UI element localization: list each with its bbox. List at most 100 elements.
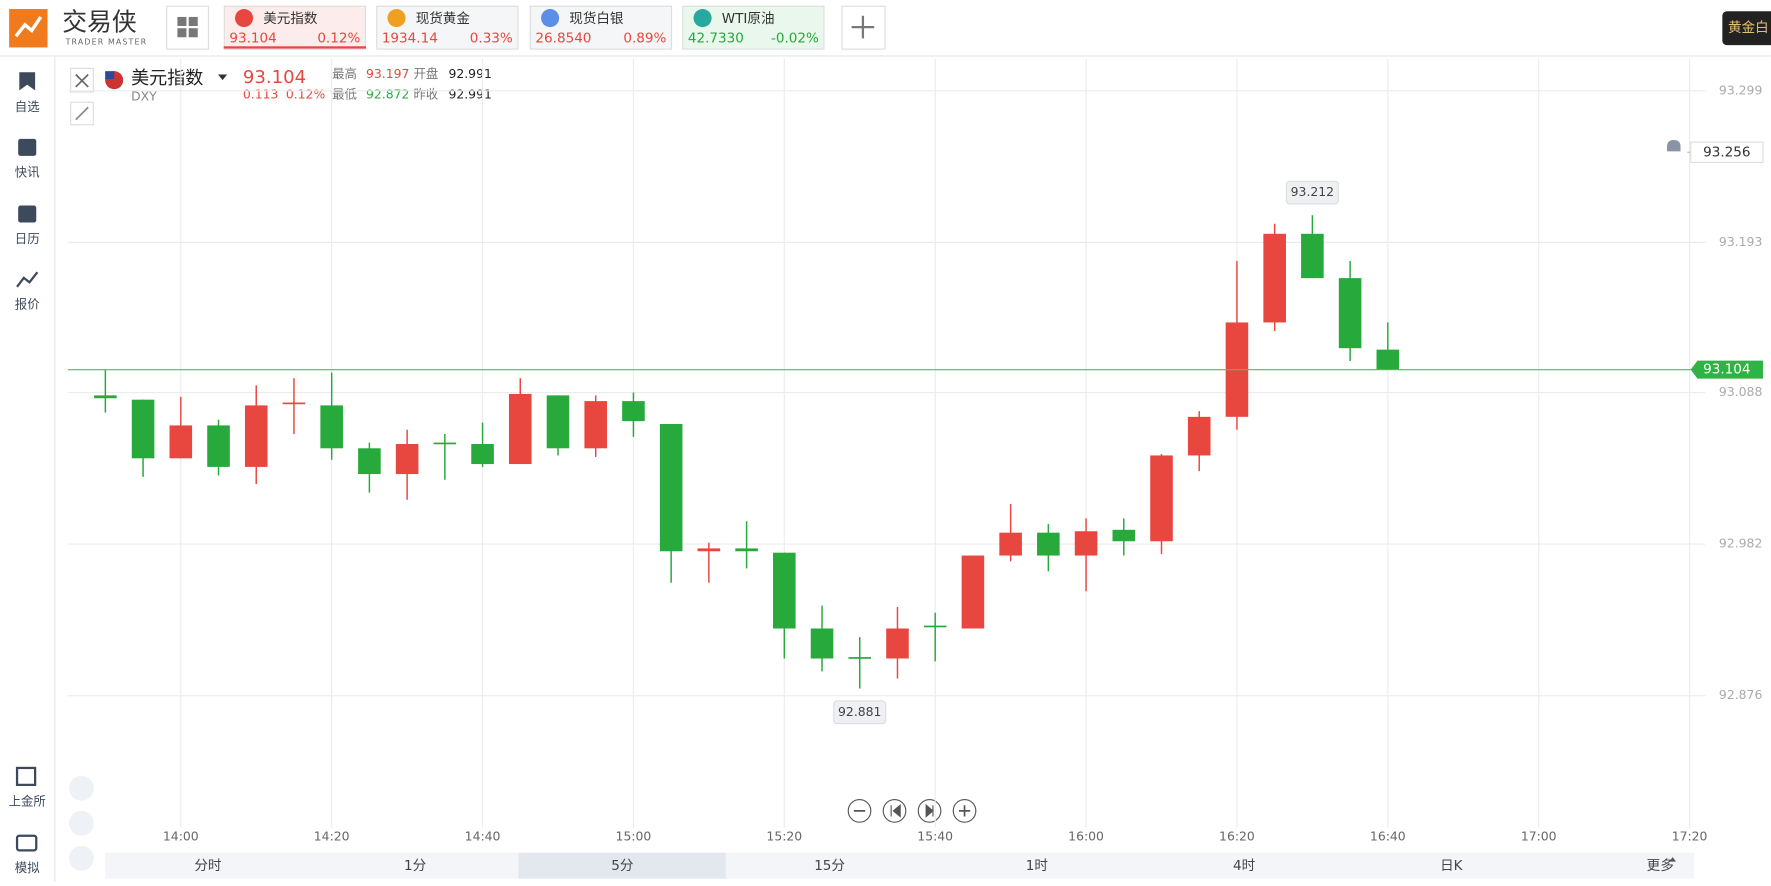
x-tick-label: 16:20 — [1219, 828, 1255, 843]
ticker-name: 现货白银 — [569, 10, 624, 27]
candle-body[interactable] — [1187, 416, 1211, 456]
candle-body[interactable] — [358, 448, 381, 475]
candle-body[interactable] — [923, 625, 947, 628]
quote-code: DXY — [131, 89, 157, 104]
quote-low: 92.872 — [366, 86, 409, 101]
quote-high: 93.197 — [366, 66, 409, 81]
candle-body[interactable] — [735, 548, 758, 552]
timeframe-tab[interactable]: 1分 — [404, 858, 427, 874]
ticker-price: 26.8540 — [535, 30, 591, 46]
x-tick-label: 17:00 — [1521, 828, 1557, 843]
quote-open-label: 开盘 — [413, 66, 438, 81]
candle-body[interactable] — [282, 402, 306, 405]
ticker-change: -0.02% — [771, 30, 819, 46]
candle-body[interactable] — [1037, 532, 1060, 556]
extreme-label-box — [1285, 180, 1339, 205]
candle-body[interactable] — [886, 628, 909, 659]
grid-button[interactable] — [166, 5, 210, 50]
sidebar-label[interactable]: 模拟 — [15, 860, 40, 875]
badge-text: 黄金白 — [1728, 20, 1769, 36]
candle-body[interactable] — [546, 395, 570, 449]
sidebar-label[interactable]: 快讯 — [15, 164, 40, 179]
quote-name: 美元指数 — [131, 68, 203, 89]
extreme-label: 93.212 — [1291, 184, 1334, 199]
candle-body[interactable] — [320, 405, 343, 449]
candle-body[interactable] — [471, 444, 494, 465]
x-tick-label: 14:00 — [163, 828, 199, 843]
candle-body[interactable] — [659, 423, 683, 552]
candle-body[interactable] — [395, 444, 419, 475]
candle-body[interactable] — [584, 401, 608, 449]
ticker-price: 1934.14 — [382, 30, 438, 46]
timeframe-bar — [105, 852, 1695, 879]
quote-price: 93.104 — [243, 67, 306, 88]
candle-body[interactable] — [999, 532, 1022, 556]
candle-body[interactable] — [1112, 529, 1136, 542]
sidebar-label[interactable]: 自选 — [15, 99, 40, 114]
ticker-price: 93.104 — [229, 30, 276, 46]
quote-change-pct: 0.12% — [286, 86, 326, 101]
timeframe-tab[interactable]: 日K — [1440, 858, 1464, 874]
timeframe-tab[interactable]: 1时 — [1026, 858, 1049, 874]
candle-body[interactable] — [622, 401, 645, 422]
y-tick-label: 92.876 — [1719, 687, 1763, 702]
candle-body[interactable] — [1376, 349, 1400, 370]
timeframe-selected — [518, 852, 726, 879]
ticker-icon — [541, 9, 560, 28]
candle-body[interactable] — [1338, 278, 1362, 349]
sidebar-label[interactable]: 上金所 — [9, 793, 46, 808]
candle-body[interactable] — [131, 399, 155, 459]
sidebar-label[interactable]: 日历 — [15, 231, 40, 246]
alert-price-label: 93.256 — [1703, 144, 1750, 160]
x-tick-label: 17:20 — [1672, 828, 1708, 843]
candle-body[interactable] — [244, 405, 268, 467]
candle-body[interactable] — [508, 393, 532, 465]
candle-body[interactable] — [961, 555, 985, 629]
timeframe-tab[interactable]: 15分 — [814, 858, 845, 874]
quote-prev: 92.991 — [448, 86, 491, 101]
badge[interactable] — [1722, 11, 1771, 46]
sidebar-label[interactable]: 报价 — [15, 296, 40, 311]
alert-bell[interactable] — [1666, 140, 1681, 152]
ticker-change: 0.12% — [317, 30, 360, 46]
x-tick-label: 15:40 — [917, 828, 953, 843]
quote-low-label: 最低 — [332, 86, 357, 101]
timeframe-tab[interactable]: 5分 — [611, 858, 634, 874]
candle-body[interactable] — [1263, 233, 1286, 323]
quote-high-label: 最高 — [332, 66, 357, 81]
y-tick-label: 93.088 — [1719, 384, 1763, 399]
candle-body[interactable] — [1301, 233, 1324, 279]
candle-body[interactable] — [810, 628, 834, 659]
candle-body[interactable] — [1150, 455, 1173, 542]
candle-body[interactable] — [207, 425, 230, 467]
ticker-price: 42.7330 — [688, 30, 744, 46]
timeframe-tab[interactable]: 分时 — [194, 858, 222, 874]
timeframe-tab[interactable]: 4时 — [1233, 858, 1256, 874]
candle-body[interactable] — [94, 395, 117, 399]
ticker-change: 0.89% — [623, 30, 666, 46]
ticker-change: 0.33% — [470, 30, 513, 46]
candle-body[interactable] — [169, 425, 193, 459]
y-tick-label: 92.982 — [1719, 536, 1762, 551]
candle-body[interactable] — [773, 552, 796, 629]
ticker-name: 美元指数 — [263, 11, 318, 27]
quote-prev-label: 昨收 — [413, 86, 438, 101]
x-tick-label: 16:40 — [1370, 828, 1406, 843]
candle-body[interactable] — [697, 548, 721, 552]
ticker-icon — [387, 9, 406, 28]
x-tick-label: 15:20 — [766, 828, 802, 843]
candle-body[interactable] — [433, 442, 457, 445]
ticker-name: WTI原油 — [722, 11, 775, 27]
timeframe-tab[interactable]: 更多 — [1647, 857, 1674, 874]
logo: 交易侠 — [62, 8, 137, 37]
current-price-box — [1690, 360, 1763, 379]
extreme-label: 92.881 — [838, 704, 881, 719]
candle-body[interactable] — [848, 657, 872, 659]
candle-body[interactable] — [1074, 531, 1098, 556]
extreme-label-box — [833, 700, 887, 725]
x-tick-label: 16:00 — [1068, 828, 1104, 843]
alert-price-box[interactable] — [1690, 141, 1764, 164]
ticker-underline — [223, 46, 367, 49]
